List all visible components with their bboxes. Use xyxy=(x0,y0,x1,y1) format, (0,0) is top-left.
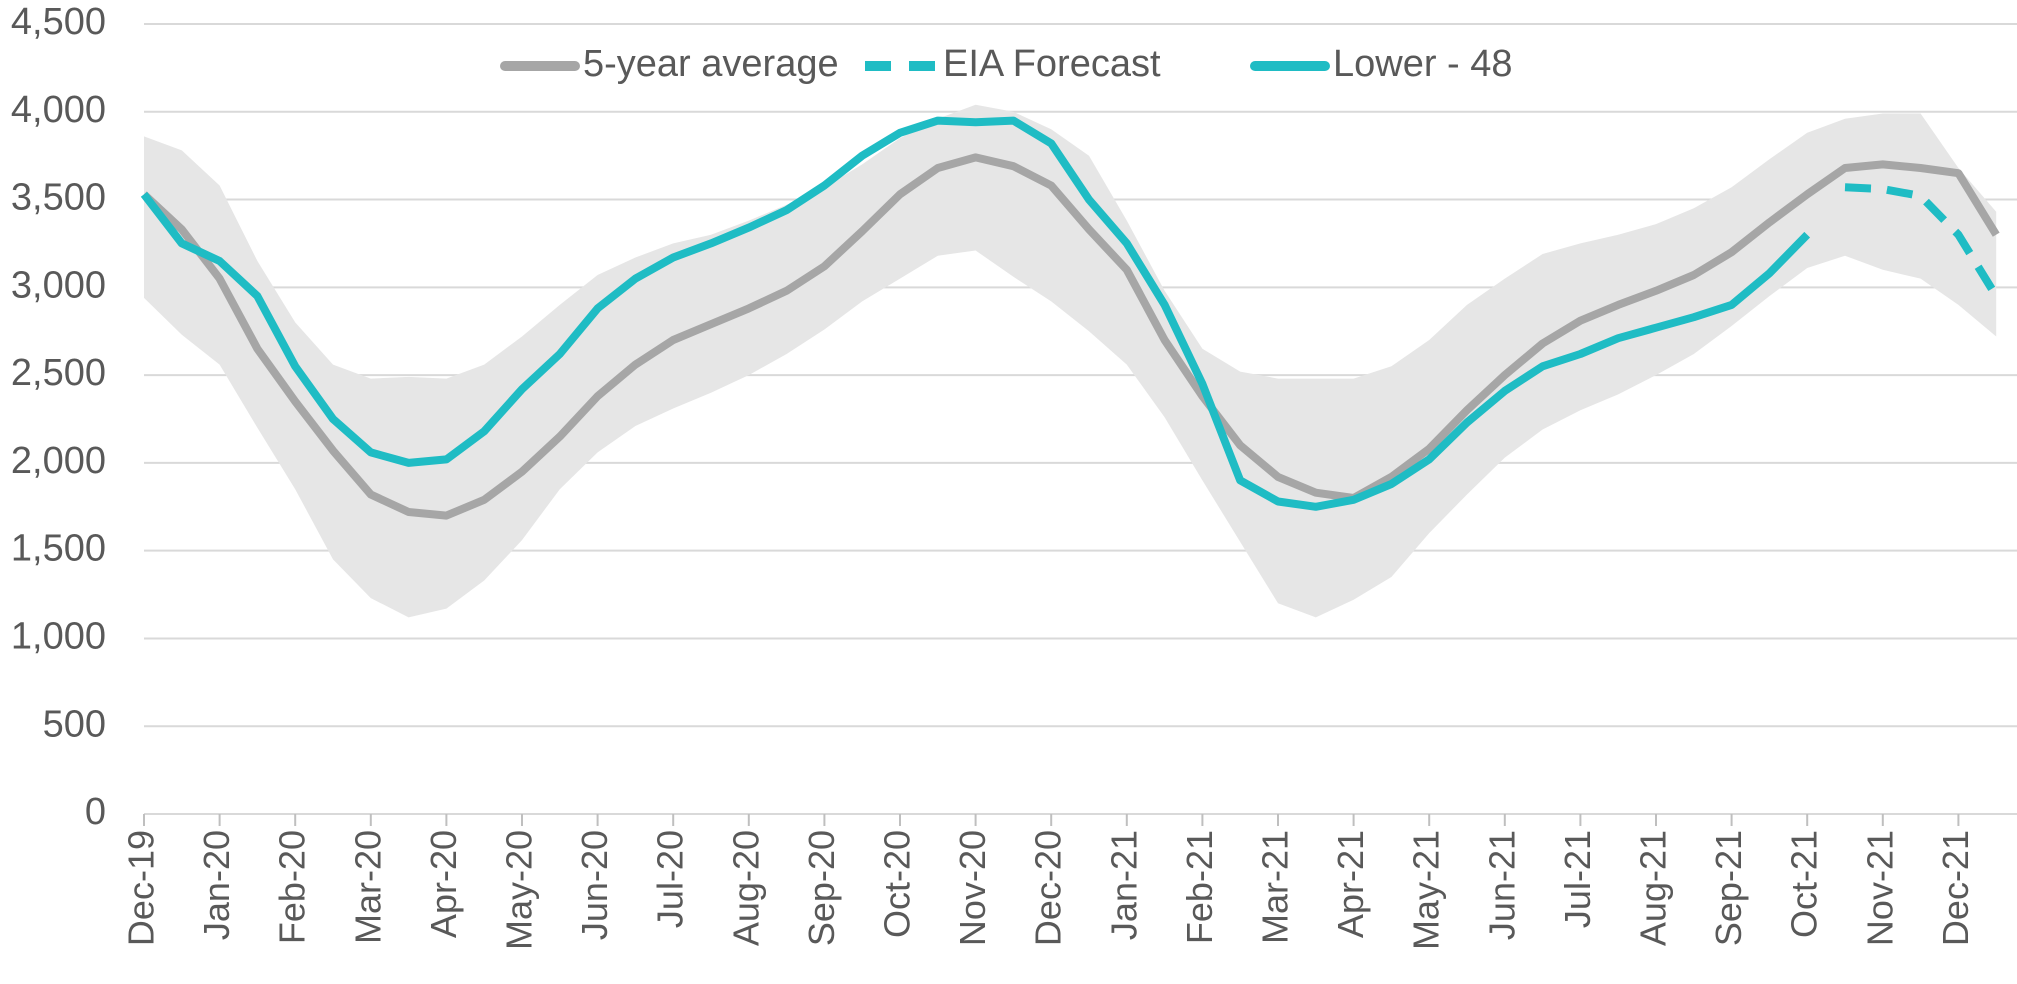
legend-label: Lower - 48 xyxy=(1333,43,1513,85)
legend-label: EIA Forecast xyxy=(943,43,1161,85)
x-tick-label: Aug-21 xyxy=(1633,830,1674,946)
x-tick-label: Oct-20 xyxy=(877,830,918,938)
y-tick-label: 3,000 xyxy=(11,264,106,306)
x-tick-label: Aug-20 xyxy=(725,830,766,946)
y-tick-label: 2,000 xyxy=(11,440,106,482)
x-tick-label: Dec-21 xyxy=(1935,830,1976,946)
x-tick-label: Dec-20 xyxy=(1028,830,1069,946)
y-tick-label: 4,000 xyxy=(11,89,106,131)
x-tick-label: Sep-20 xyxy=(801,830,842,946)
series-line xyxy=(140,116,1811,511)
y-tick-label: 0 xyxy=(85,791,106,833)
y-tick-label: 1,500 xyxy=(11,528,106,570)
x-tick-label: Jan-20 xyxy=(196,830,237,940)
series-line xyxy=(1844,183,2000,299)
x-tick-label: May-20 xyxy=(499,830,540,950)
y-tick-label: 1,000 xyxy=(11,615,106,657)
series-line xyxy=(141,153,2000,520)
y-tick-label: 2,500 xyxy=(11,352,106,394)
legend: 5-year average EIA Forecast Lower - 48 xyxy=(500,43,1513,85)
x-tick-label: Nov-21 xyxy=(1859,830,1900,946)
y-tick-label: 500 xyxy=(43,703,106,745)
x-tick-label: Apr-20 xyxy=(423,830,464,938)
x-tick-label: Jan-21 xyxy=(1103,830,1144,940)
x-tick-label: Dec-19 xyxy=(121,830,162,946)
y-tick-label: 4,500 xyxy=(11,1,106,43)
x-tick-label: Jul-21 xyxy=(1557,830,1598,928)
x-tick-label: Apr-21 xyxy=(1330,830,1371,938)
x-tick-label: Jul-20 xyxy=(650,830,691,928)
range-band xyxy=(144,104,1997,618)
x-tick-label: Mar-20 xyxy=(347,830,388,944)
x-tick-label: Jun-21 xyxy=(1481,830,1522,940)
x-tick-label: May-21 xyxy=(1406,830,1447,950)
legend-label: 5-year average xyxy=(583,43,839,85)
y-tick-label: 3,500 xyxy=(11,177,106,219)
x-tick-label: Jun-20 xyxy=(574,830,615,940)
x-tick-label: Feb-20 xyxy=(272,830,313,944)
x-tick-label: Feb-21 xyxy=(1179,830,1220,944)
x-tick-label: Nov-20 xyxy=(952,830,993,946)
x-tick-label: Oct-21 xyxy=(1784,830,1825,938)
x-tick-label: Sep-21 xyxy=(1708,830,1749,946)
x-tick-label: Mar-21 xyxy=(1255,830,1296,944)
